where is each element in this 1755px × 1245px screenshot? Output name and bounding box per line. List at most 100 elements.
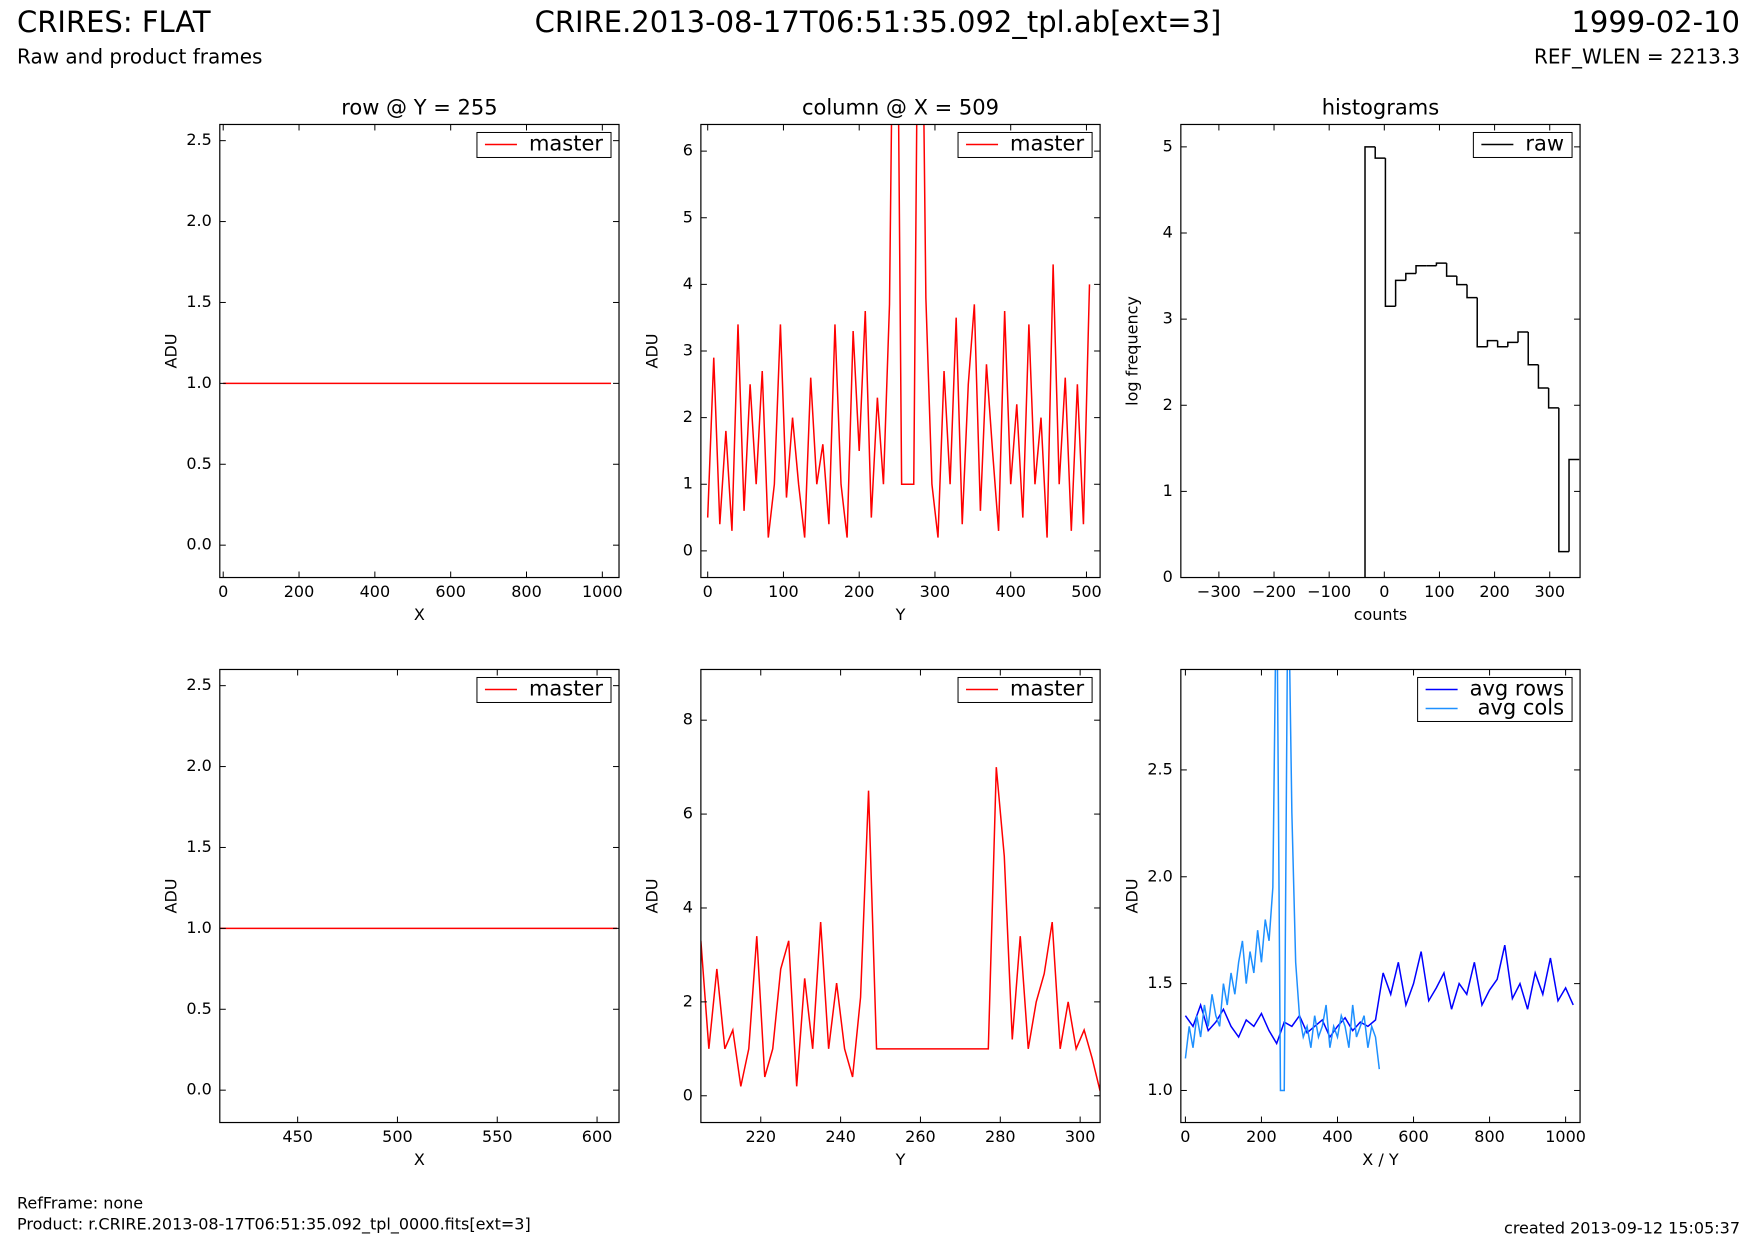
y-tick-label: 1.5 [1147,973,1172,992]
x-axis-label: Y [895,1150,906,1169]
panel-title: histograms [1322,95,1439,119]
y-tick-label: 5 [683,207,693,226]
legend: master [476,676,612,703]
x-tick-label: 280 [985,1127,1016,1146]
y-tick-label: 2 [683,991,693,1010]
x-tick-label: 300 [1534,582,1565,601]
file-name: CRIRE.2013-08-17T06:51:35.092_tpl.ab[ext… [535,5,1222,39]
legend-label: avg rows [1470,676,1564,700]
x-tick-label: 0 [1379,582,1389,601]
histogram-bin [1415,264,1427,274]
ref-frame: RefFrame: none [17,1194,143,1213]
y-tick-label: 4 [683,897,693,916]
y-tick-label: 1 [1163,481,1173,500]
x-axis-label: X [414,1150,425,1169]
y-tick-label: 6 [683,141,693,160]
legend-label: master [1010,131,1084,155]
legend-label: raw [1525,131,1564,155]
y-tick-label: 0 [683,540,693,559]
x-tick-label: 300 [920,582,951,601]
page-subtitle: Raw and product frames [17,45,262,69]
x-tick-label: 800 [511,582,542,601]
x-tick-label: 260 [905,1127,936,1146]
histogram-bin [1517,331,1529,343]
panel: 220 240 260 280 300 0 2 4 6 8 Y ADU master [642,668,1101,1169]
y-tick-label: 0 [683,1085,693,1104]
panel: column @ X = 509 0 100 200 300 400 500 0 1 2 3 4 5 6 Y… [642,95,1102,624]
legend-label: master [529,676,603,700]
x-axis-label: counts [1354,605,1407,624]
x-tick-label: 600 [582,1127,613,1146]
data-line [1184,669,1381,1092]
y-tick-label: 0.0 [186,1080,211,1099]
x-tick-label: 550 [482,1127,513,1146]
x-tick-label: 400 [1322,1127,1353,1146]
y-axis-label: ADU [161,879,180,914]
legend: raw [1472,131,1573,158]
panel: row @ Y = 255 0 200 400 600 800 1000 0.0 0.5 1.0 1… [161,95,622,624]
histogram-bin [1364,146,1376,578]
histogram-bin [1466,284,1478,299]
data-line [700,767,1101,1092]
y-tick-label: 2 [683,407,693,426]
legend: master [957,676,1093,703]
axes-frame [1180,668,1581,1124]
y-axis-label: log frequency [1122,296,1141,406]
y-axis-label: ADU [1122,879,1141,914]
histogram-bin [1456,276,1468,286]
x-axis-label: Y [895,605,906,624]
histogram-bin [1374,146,1386,159]
x-tick-label: 500 [1071,582,1102,601]
y-tick-label: 1.5 [186,292,211,311]
y-tick-label: 6 [683,804,693,823]
x-tick-label: −200 [1252,582,1296,601]
y-tick-label: 2.0 [186,756,211,775]
legend: master [957,131,1093,158]
y-tick-label: 0.0 [186,535,211,554]
x-tick-label: 0 [218,582,228,601]
x-tick-label: 600 [1398,1127,1429,1146]
x-tick-label: 240 [825,1127,856,1146]
histogram-bin [1486,339,1498,347]
page-title: CRIRES: FLAT [17,5,211,39]
y-tick-label: 1.5 [186,837,211,856]
x-tick-label: −300 [1197,582,1241,601]
x-tick-label: 300 [1065,1127,1096,1146]
y-tick-label: 0 [1163,567,1173,586]
legend-label: avg cols [1478,695,1564,719]
y-tick-label: 4 [683,274,693,293]
x-tick-label: 0 [703,582,713,601]
y-tick-label: 8 [683,710,693,729]
y-tick-label: 0.5 [186,999,211,1018]
x-tick-label: −100 [1307,582,1351,601]
y-axis-label: ADU [642,879,661,914]
axes-frame [700,668,1101,1124]
x-tick-label: 100 [768,582,799,601]
y-tick-label: 0.5 [186,454,211,473]
product: Product: r.CRIRE.2013-08-17T06:51:35.092… [17,1215,531,1235]
plot-area [700,767,1101,1092]
axes-frame [219,123,620,579]
plot-area [1184,669,1574,1092]
y-tick-label: 2.0 [186,211,211,230]
histogram-bin [1384,158,1396,307]
y-tick-label: 1 [683,474,693,493]
y-tick-label: 4 [1163,223,1173,242]
histogram-bin [1558,407,1570,553]
panel-title: column @ X = 509 [802,95,999,119]
x-tick-label: 1000 [582,582,623,601]
y-tick-label: 1.0 [1147,1080,1172,1099]
histogram-bin [1476,297,1488,348]
x-axis-label: X / Y [1362,1150,1399,1169]
y-tick-label: 1.0 [186,373,211,392]
plot-area [706,124,1091,538]
histogram-bin [1405,272,1417,281]
histogram-bin [1547,388,1559,409]
plot-area [1364,146,1580,578]
data-line [706,124,1091,538]
y-tick-label: 2.5 [186,130,211,149]
legend: master [476,131,612,158]
histogram-bin [1496,340,1508,348]
histogram-bin [1445,263,1457,277]
